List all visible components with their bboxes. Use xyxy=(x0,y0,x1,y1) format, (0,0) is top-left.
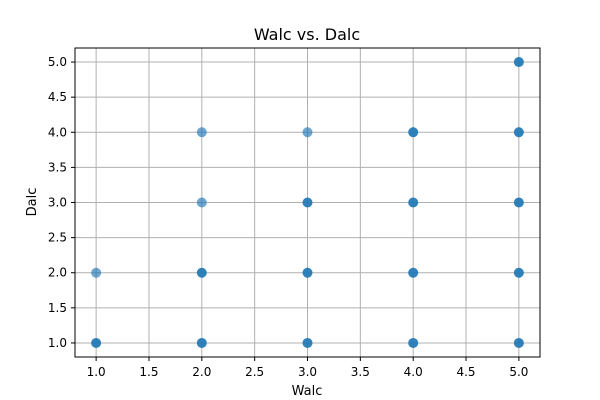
x-tick-label: 5.0 xyxy=(509,365,528,379)
x-axis-label: Walc xyxy=(292,384,323,399)
scatter-point xyxy=(513,127,524,138)
x-tick-label: 4.5 xyxy=(456,365,475,379)
scatter-point xyxy=(408,267,419,278)
scatter-point xyxy=(408,197,419,208)
y-tick-label: 3.5 xyxy=(48,160,67,174)
x-tick-label: 4.0 xyxy=(404,365,423,379)
scatter-point xyxy=(302,267,313,278)
y-tick-label: 1.5 xyxy=(48,301,67,315)
x-tick-label: 3.5 xyxy=(351,365,370,379)
chart-title: Walc vs. Dalc xyxy=(254,25,360,44)
y-tick-label: 2.5 xyxy=(48,231,67,245)
y-tick-label: 3.0 xyxy=(48,196,67,210)
scatter-point xyxy=(196,267,207,278)
scatter-point xyxy=(196,197,207,208)
scatter-point xyxy=(513,197,524,208)
scatter-point xyxy=(513,337,524,348)
y-axis: 1.0 1.5 2.0 2.5 3.0 3.5 4.0 4.5 5.0 xyxy=(48,55,75,350)
x-tick-label: 1.0 xyxy=(87,365,106,379)
y-axis-label: Dalc xyxy=(25,188,40,217)
scatter-point xyxy=(408,337,419,348)
x-tick-label: 3.0 xyxy=(298,365,317,379)
y-tick-label: 2.0 xyxy=(48,266,67,280)
y-tick-label: 4.0 xyxy=(48,125,67,139)
x-tick-label: 1.5 xyxy=(139,365,158,379)
scatter-point xyxy=(302,127,313,138)
scatter-point xyxy=(513,267,524,278)
y-tick-label: 1.0 xyxy=(48,336,67,350)
scatter-point xyxy=(302,337,313,348)
x-tick-label: 2.5 xyxy=(245,365,264,379)
x-tick-label: 2.0 xyxy=(192,365,211,379)
points-layer xyxy=(91,57,524,348)
x-axis: 1.0 1.5 2.0 2.5 3.0 3.5 4.0 4.5 5.0 xyxy=(87,357,528,379)
y-tick-label: 4.5 xyxy=(48,90,67,104)
scatter-point xyxy=(196,337,207,348)
scatter-point xyxy=(91,337,102,348)
scatter-point xyxy=(196,127,207,138)
scatter-point xyxy=(91,267,102,278)
scatter-point xyxy=(513,57,524,68)
scatter-point xyxy=(302,197,313,208)
y-tick-label: 5.0 xyxy=(48,55,67,69)
scatter-point xyxy=(408,127,419,138)
